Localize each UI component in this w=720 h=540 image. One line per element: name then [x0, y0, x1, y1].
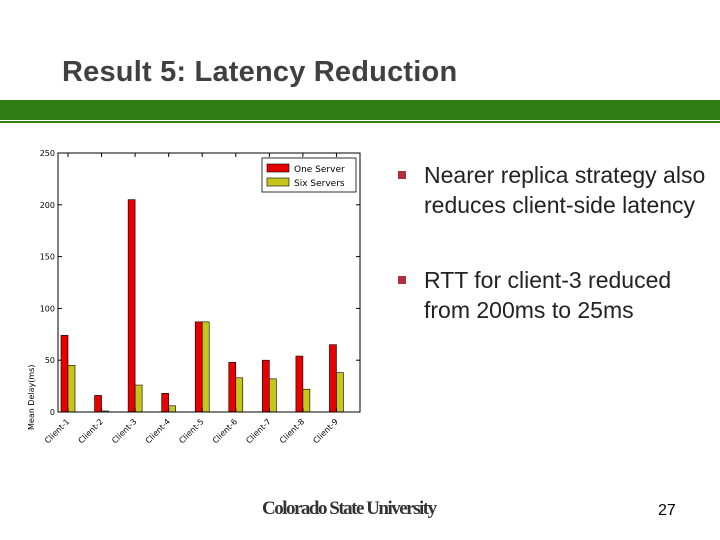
x-tick-label: Client-6	[211, 417, 239, 445]
slide-title: Result 5: Latency Reduction	[62, 56, 458, 88]
bar-one-server	[295, 355, 304, 413]
x-axis-labels: Client-1 Client-2 Client-3 Client-4 Client-5…	[43, 153, 340, 445]
bar-six-servers	[168, 405, 176, 413]
x-tick-label: Client-8	[278, 417, 306, 445]
legend-label: Six Servers	[294, 179, 345, 189]
y-tick-label: 50	[45, 356, 55, 365]
x-tick-label: Client-4	[144, 417, 172, 445]
bar-one-server	[194, 321, 203, 413]
bullet-text: Nearer replica strategy also reduces cli…	[424, 162, 706, 218]
y-axis-label: Mean Delay(ms)	[27, 365, 36, 430]
legend-box	[261, 157, 357, 193]
legend-label: One Server	[294, 165, 345, 175]
bullet-marker	[398, 171, 406, 179]
bar-six-servers	[201, 321, 210, 413]
y-tick-label: 200	[40, 201, 55, 210]
bar-six-servers	[67, 365, 76, 413]
bar-one-server	[60, 335, 69, 413]
y-tick-label: 250	[40, 149, 55, 158]
bar-six-servers	[269, 378, 277, 413]
bar-six-servers	[336, 372, 344, 413]
bar-six-servers	[134, 384, 143, 413]
title-underline-bar	[0, 100, 720, 120]
bar-one-server	[127, 199, 136, 413]
bullet-item: RTT for client-3 reduced from 200ms to 2…	[396, 265, 706, 325]
bar-one-server	[228, 361, 237, 413]
x-tick-label: Client-3	[110, 417, 138, 445]
university-logo: Colorado State University	[262, 498, 437, 519]
x-tick-label: Client-1	[43, 417, 71, 445]
x-tick-label: Client-2	[77, 417, 105, 445]
x-tick-label: Client-5	[177, 417, 205, 445]
bar-one-server	[161, 393, 169, 413]
page-number: 27	[658, 502, 676, 519]
y-tick-label: 100	[40, 304, 55, 313]
y-tick-label: 150	[40, 253, 55, 262]
plot-frame	[57, 152, 361, 413]
bar-one-server	[94, 395, 102, 413]
chart-legend: One Server Six Servers	[261, 157, 357, 193]
bullet-list: Nearer replica strategy also reduces cli…	[396, 160, 706, 325]
x-tick-label: Client-7	[244, 417, 272, 445]
bars	[60, 199, 344, 413]
y-tick-label: 0	[50, 408, 55, 417]
bullet-item: Nearer replica strategy also reduces cli…	[396, 160, 706, 220]
bullet-marker	[398, 276, 406, 284]
legend-swatch	[266, 163, 290, 173]
bullet-text: RTT for client-3 reduced from 200ms to 2…	[424, 267, 672, 323]
title-underline-rule	[0, 121, 720, 123]
bar-six-servers	[302, 388, 311, 413]
bar-six-servers	[235, 377, 244, 413]
bar-one-server	[329, 344, 337, 413]
bar-one-server	[262, 359, 270, 413]
x-tick-label: Client-9	[311, 417, 339, 445]
legend-swatch	[266, 177, 290, 187]
